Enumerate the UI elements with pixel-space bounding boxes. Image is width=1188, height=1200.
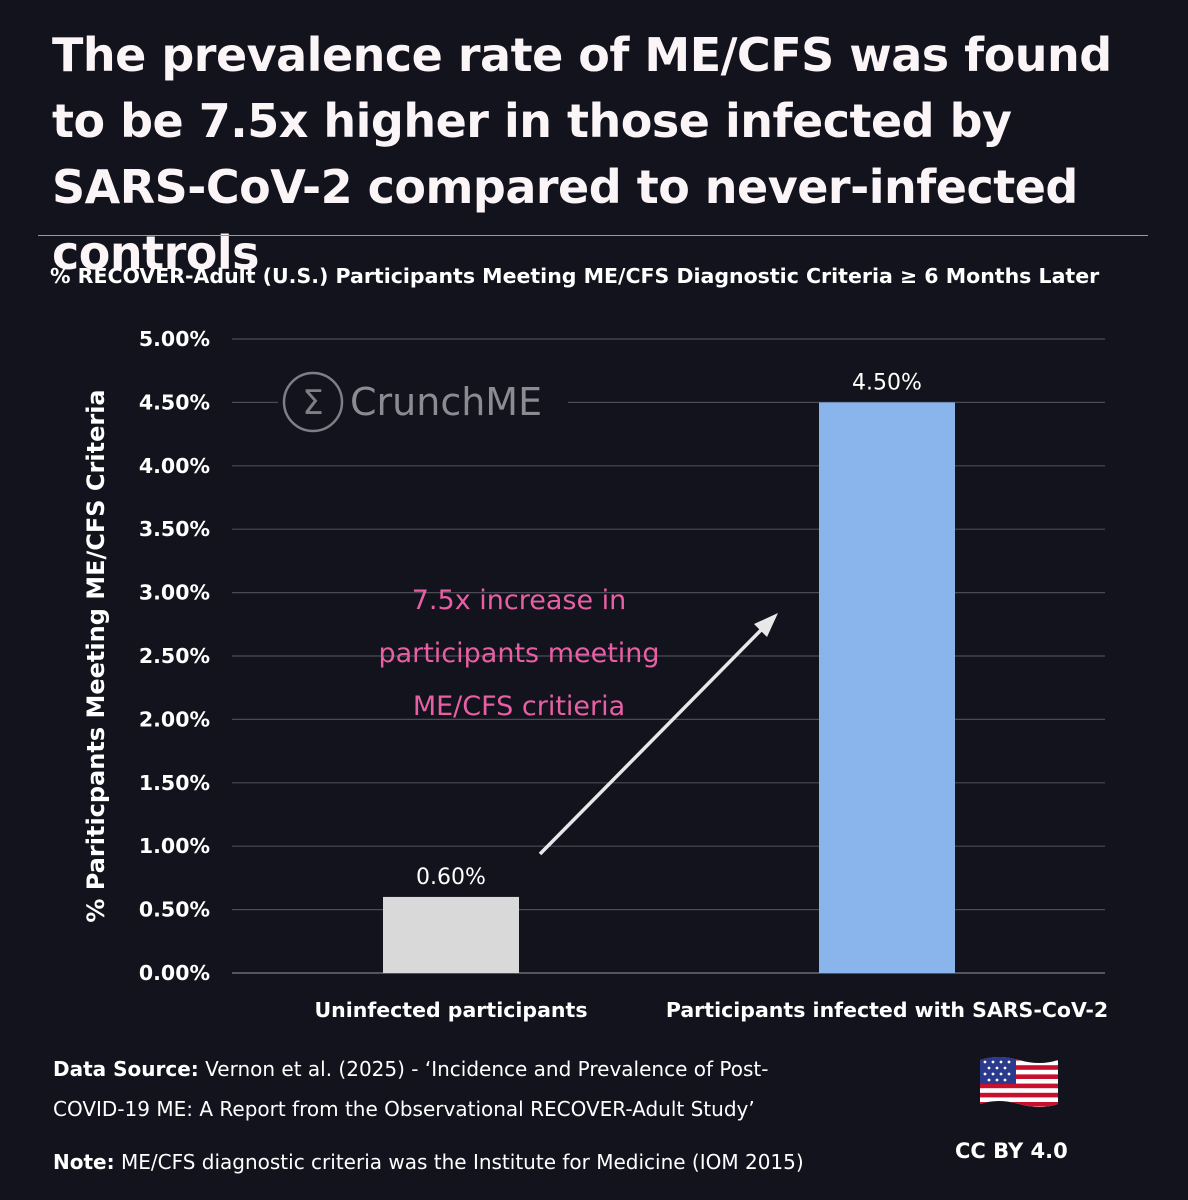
y-tick-label: 2.50% (139, 644, 210, 668)
data-source-text: Vernon et al. (2025) - ‘Incidence and Pr… (198, 1057, 769, 1081)
sigma-logo-icon (282, 371, 344, 433)
svg-text:Σ: Σ (302, 383, 323, 423)
y-tick-label: 2.00% (139, 707, 210, 731)
chart-subtitle: % RECOVER-Adult (U.S.) Participants Meet… (50, 264, 1100, 288)
y-tick-label: 1.50% (139, 771, 210, 795)
annotation-arrow-line (538, 626, 765, 856)
license-label: CC BY 4.0 (955, 1139, 1068, 1163)
y-tick-label: 1.00% (139, 834, 210, 858)
y-tick-label: 5.00% (139, 327, 210, 351)
us-flag-icon (980, 1057, 1058, 1107)
bar-chart: Σ 0.00% 0.50% 1.00% 1.50% 2.00% 2.50% 3.00% 3.50… (82, 327, 1108, 1022)
note-line: Note: ME/CFS diagnostic criteria was the… (53, 1150, 804, 1174)
y-tick-label: 3.00% (139, 581, 210, 605)
data-label: 0.60% (416, 865, 486, 890)
note-text: ME/CFS diagnostic criteria was the Insti… (114, 1150, 804, 1174)
y-tick-label: 0.00% (139, 961, 210, 985)
y-tick-label: 4.50% (139, 390, 210, 414)
annotation-text: ME/CFS critieria (413, 691, 625, 722)
y-tick-label: 3.50% (139, 517, 210, 541)
y-axis-label: % Pariticpants Meeting ME/CFS Criteria (82, 389, 110, 922)
y-tick-label: 0.50% (139, 898, 210, 922)
annotation-text: 7.5x increase in (412, 585, 627, 616)
annotation-text: participants meeting (378, 638, 659, 669)
title-divider (38, 235, 1148, 236)
data-source-line-2: COVID-19 ME: A Report from the Observati… (53, 1097, 755, 1121)
data-source-line-1: Data Source: Vernon et al. (2025) - ‘Inc… (53, 1057, 768, 1081)
x-category-label: Participants infected with SARS-CoV-2 (666, 998, 1108, 1022)
data-source-label: Data Source: (53, 1057, 199, 1081)
annotation-arrowhead (754, 613, 778, 637)
bar-infected (819, 402, 955, 973)
chart-title: The prevalence rate of ME/CFS was found … (52, 28, 1112, 280)
x-category-label: Uninfected participants (314, 998, 587, 1022)
data-label: 4.50% (852, 370, 922, 395)
watermark-text: CrunchME (350, 380, 542, 424)
y-tick-label: 4.00% (139, 454, 210, 478)
note-label: Note: (53, 1150, 115, 1174)
bar-uninfected (383, 896, 519, 973)
watermark: Σ (282, 371, 344, 433)
